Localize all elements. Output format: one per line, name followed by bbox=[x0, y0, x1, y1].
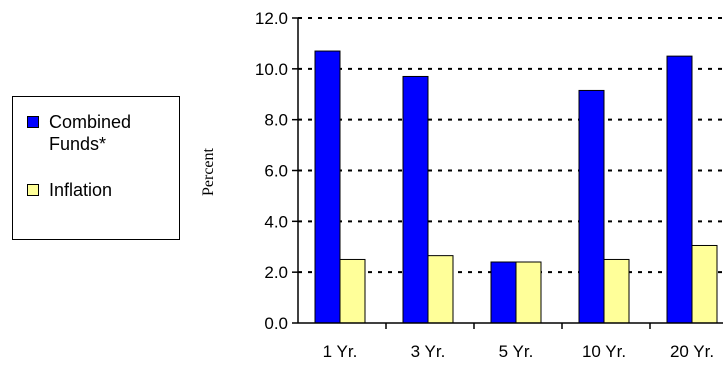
bar-combined-funds bbox=[666, 55, 693, 324]
gridlines bbox=[298, 17, 723, 274]
bar-combined-funds bbox=[402, 75, 429, 324]
legend: Combined Funds* Inflation bbox=[12, 96, 180, 240]
bar-combined-funds bbox=[314, 50, 341, 324]
y-tick-label: 6.0 bbox=[264, 162, 288, 181]
y-tick-label: 4.0 bbox=[264, 212, 288, 231]
x-tick-label: 1 Yr. bbox=[323, 342, 358, 361]
bar-inflation bbox=[339, 258, 366, 324]
y-tick-label: 0.0 bbox=[264, 314, 288, 333]
bar-inflation bbox=[515, 261, 542, 324]
x-tick-label: 5 Yr. bbox=[499, 342, 534, 361]
bar-combined-funds bbox=[490, 261, 517, 324]
legend-label-inflation: Inflation bbox=[49, 180, 113, 200]
x-tick-label: 3 Yr. bbox=[411, 342, 446, 361]
bar-inflation bbox=[691, 244, 718, 324]
y-tick-label: 2.0 bbox=[264, 263, 288, 282]
bars bbox=[314, 50, 718, 324]
x-tick-label: 10 Yr. bbox=[582, 342, 626, 361]
legend-label-combined-funds: Combined Funds* bbox=[49, 112, 132, 154]
bar-combined-funds bbox=[578, 89, 605, 324]
bar-inflation bbox=[603, 258, 630, 324]
bar-inflation bbox=[427, 255, 454, 324]
legend-swatch-inflation bbox=[27, 184, 39, 196]
y-tick-label: 12.0 bbox=[255, 9, 288, 28]
y-tick-label: 10.0 bbox=[255, 60, 288, 79]
y-axis-label: Percent bbox=[200, 148, 217, 196]
legend-swatch-combined-funds bbox=[27, 116, 39, 128]
x-tick-label: 20 Yr. bbox=[670, 342, 714, 361]
axes: 0.0 2.0 4.0 6.0 8.0 10.0 12.0 1 Yr. 3 Yr. 5 Yr. 10… bbox=[255, 9, 723, 361]
y-tick-label: 8.0 bbox=[264, 111, 288, 130]
